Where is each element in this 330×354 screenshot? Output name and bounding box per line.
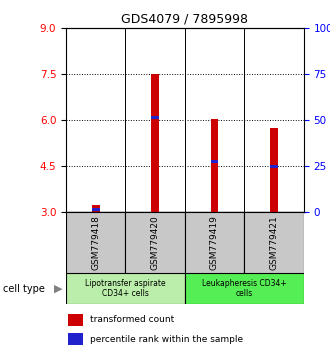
Bar — [185, 273, 304, 304]
Text: Leukapheresis CD34+
cells: Leukapheresis CD34+ cells — [202, 279, 286, 298]
Text: Lipotransfer aspirate
CD34+ cells: Lipotransfer aspirate CD34+ cells — [85, 279, 166, 298]
Text: GSM779420: GSM779420 — [150, 215, 160, 270]
Text: transformed count: transformed count — [90, 315, 174, 324]
Title: GDS4079 / 7895998: GDS4079 / 7895998 — [121, 13, 248, 26]
Bar — [211, 119, 218, 212]
Bar — [66, 273, 185, 304]
Text: percentile rank within the sample: percentile rank within the sample — [90, 335, 243, 344]
Text: GSM779418: GSM779418 — [91, 215, 100, 270]
Bar — [185, 212, 244, 273]
Text: cell type: cell type — [3, 284, 45, 293]
Bar — [125, 212, 185, 273]
Text: GSM779421: GSM779421 — [269, 215, 279, 270]
Bar — [151, 116, 159, 119]
Bar — [211, 160, 218, 163]
Bar — [151, 74, 159, 212]
Bar — [244, 212, 304, 273]
Text: ▶: ▶ — [53, 284, 62, 293]
Bar — [92, 205, 100, 212]
Bar — [68, 314, 82, 326]
Text: GSM779419: GSM779419 — [210, 215, 219, 270]
Bar — [68, 333, 82, 346]
Bar — [270, 165, 278, 168]
Bar — [66, 212, 125, 273]
Bar — [92, 208, 100, 211]
Bar — [270, 128, 278, 212]
